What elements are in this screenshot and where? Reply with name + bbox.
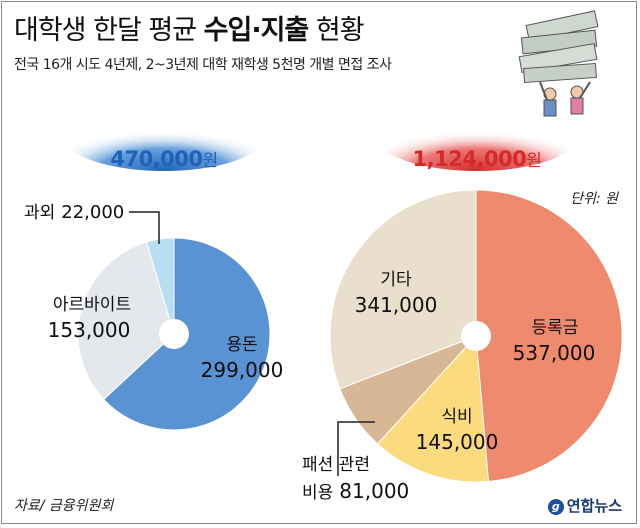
fashion-label-line2: 비용: [302, 483, 333, 503]
income-total-value: 470,000: [110, 147, 203, 171]
tuition-value: 537,000: [513, 341, 596, 365]
expense-section-label: 지출: [461, 111, 493, 131]
expense-total-unit: 원: [526, 151, 542, 171]
parttime-label: 아르바이트: [53, 295, 131, 315]
fashion-value: 81,000: [339, 479, 409, 503]
food-label: 식비: [441, 407, 472, 427]
food-value: 145,000: [416, 430, 499, 454]
expense-total-value: 1,124,000: [412, 147, 527, 171]
tutoring-name: 과외: [24, 203, 55, 223]
fashion-label: 비용 81,000: [302, 479, 409, 503]
publisher-logo: g 연합뉴스: [547, 495, 622, 516]
fashion-leader-line: [337, 421, 375, 476]
expense-center-hole: [461, 321, 491, 351]
income-header-glow: [64, 103, 264, 171]
income-section-label: 수입: [148, 111, 180, 131]
title-part-bold: 수입·지출: [203, 15, 310, 46]
allowance-label: 용돈: [226, 335, 257, 355]
tutoring-leader-line: [129, 211, 160, 244]
expense-total: 1,124,000원: [347, 146, 607, 171]
logo-mark-icon: g: [547, 498, 564, 515]
logo-text: 연합뉴스: [566, 497, 622, 515]
title-part-1: 대학생 한달 평균: [14, 15, 204, 46]
expense-header-glow: [377, 103, 577, 171]
subtitle: 전국 16개 시도 4년제, 2~3년제 대학 재학생 5천명 개별 면접 조사: [14, 57, 392, 73]
expense-slice-0: [475, 189, 623, 483]
expense-slice-3: [329, 189, 477, 390]
income-slice-1: [77, 241, 175, 401]
source-note: 자료/ 금융위원회: [14, 498, 114, 514]
expense-pie: [329, 189, 623, 483]
income-total: 470,000원: [34, 146, 294, 171]
expense-slice-1: [376, 334, 489, 483]
unit-note: 단위: 원: [570, 191, 618, 207]
money-stack-illustration: [518, 10, 599, 117]
tutoring-value: 22,000: [61, 202, 124, 223]
allowance-value: 299,000: [201, 358, 284, 382]
parttime-value: 153,000: [48, 318, 131, 342]
income-slice-2: [145, 237, 175, 335]
income-pie: [77, 237, 271, 431]
tutoring-label: 과외 22,000: [24, 202, 124, 223]
title-part-2: 현황: [308, 15, 365, 46]
fashion-label-line1: 패션 관련: [302, 455, 370, 475]
other-value: 341,000: [355, 293, 438, 317]
other-label: 기타: [380, 270, 412, 290]
income-center-hole: [159, 319, 189, 349]
page-title: 대학생 한달 평균 수입·지출 현황: [14, 8, 365, 47]
tuition-label: 등록금: [532, 318, 579, 338]
income-total-unit: 원: [202, 151, 219, 171]
